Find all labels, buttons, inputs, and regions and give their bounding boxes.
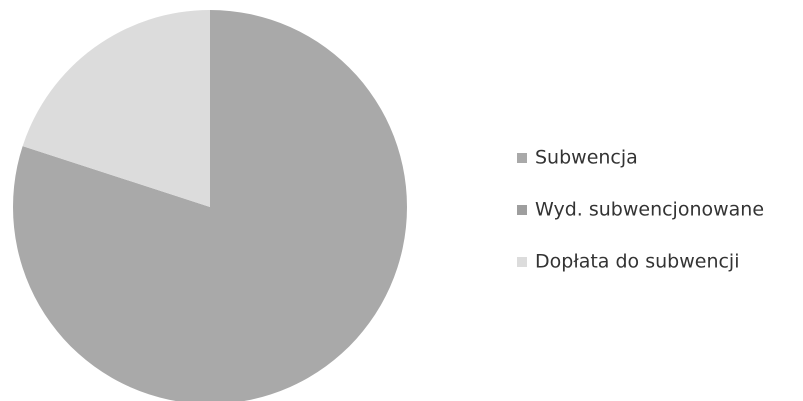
legend-label: Dopłata do subwencji bbox=[535, 251, 740, 273]
legend-label: Subwencja bbox=[535, 147, 638, 169]
pie-slice bbox=[13, 10, 407, 401]
legend-label: Wyd. subwencjonowane bbox=[535, 199, 764, 221]
pie-slice bbox=[22, 10, 211, 207]
legend-swatch bbox=[517, 257, 527, 267]
legend-swatch bbox=[517, 205, 527, 215]
legend-swatch bbox=[517, 153, 527, 163]
